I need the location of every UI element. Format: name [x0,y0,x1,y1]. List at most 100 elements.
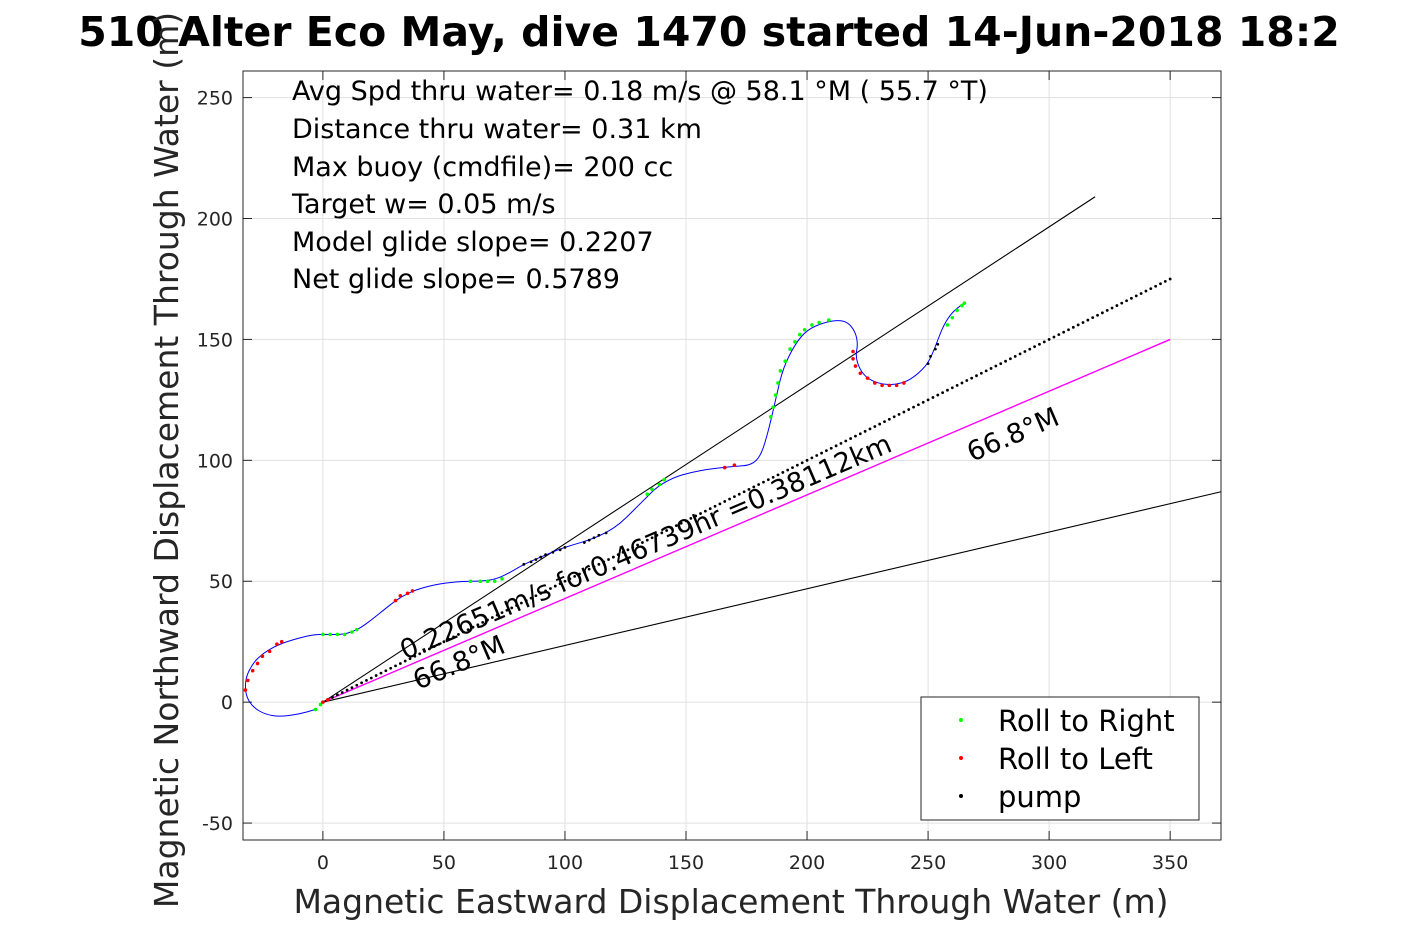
pump-point [1013,354,1017,358]
roll-right-point [342,632,347,637]
pump-point [1091,316,1095,320]
roll-left-point [894,383,899,388]
pump-point [558,582,562,586]
pump-point [950,386,954,390]
pump-point [878,422,882,426]
pump-point [379,671,383,675]
roll-right-point [788,347,792,351]
pump-point [1139,292,1143,295]
legend-label-roll-right: Roll to Right [998,704,1175,738]
pump-point [1067,328,1070,332]
pump-point [858,432,862,436]
roll-left-point [325,697,330,702]
pump-point [674,524,678,528]
pump-point [844,439,848,443]
pump-point [810,456,814,460]
y-tick-label: 100 [197,450,233,472]
pump-point [892,415,896,419]
roll-right-point [955,308,959,313]
pump-point [742,490,746,494]
roll-left-point [255,661,260,666]
pump-point [975,374,978,378]
pump-point [549,587,552,590]
pump-point [979,371,983,375]
pump-point [607,558,610,561]
roll-left-point [851,349,855,354]
roll-left-point [260,654,265,659]
pump-point [679,521,683,525]
roll-left-point [279,639,284,644]
pump-point [887,417,891,421]
pump-point [1105,309,1109,312]
pump-point [1052,335,1056,339]
pump-point [665,529,669,532]
pump-point [350,686,354,690]
legend: Roll to Right Roll to Left pump [920,696,1200,821]
pump-point [1154,284,1158,288]
pump-point [621,550,625,554]
pump-point [340,691,344,694]
pump-point [336,693,339,697]
roll-left-point [851,356,855,361]
pump-point [1071,325,1075,329]
pump-point [723,500,727,503]
roll-right-point [478,579,483,584]
pump-point [418,652,422,656]
pump-point [999,362,1003,366]
pump-point [650,536,654,540]
annotation-max-buoy: Max buoy (cmdfile)= 200 cc [292,152,673,183]
pump-point [558,548,562,552]
pump-point [718,502,722,506]
roll-left-point [873,381,877,385]
pump-point [1018,352,1022,356]
pump-point [582,570,586,573]
glide-line-lower [322,491,1222,703]
pump-point [587,567,591,571]
pump-point [413,654,417,658]
annotation-avg-speed: Avg Spd thru water= 0.18 m/s @ 58.1 °M (… [292,76,988,107]
x-tick-label: 200 [789,852,825,874]
pump-point [611,555,615,559]
roll-right-point [645,492,650,496]
roll-right-point [773,393,778,397]
roll-right-point [768,415,773,419]
speed-label: 0.22651m/s for0.46739hr =0.38112km [396,429,897,667]
pump-point [839,442,843,445]
pump-point [1038,342,1041,346]
pump-point [365,678,368,682]
roll-left-point [275,642,279,646]
pump-point [1115,304,1119,307]
reference-lines [322,196,1222,703]
y-tick-label: -50 [202,813,233,835]
pump-point [936,342,940,346]
pump-point [781,471,785,474]
pump-point [597,533,601,537]
pump-point [829,446,833,450]
annotation-block: Avg Spd thru water= 0.18 m/s @ 58.1 °M (… [291,76,988,295]
pump-point [1062,330,1066,334]
pump-point [578,572,581,576]
roll-right-point [468,579,473,584]
pump-point [486,618,489,622]
pump-point [1028,347,1032,351]
pump-point [471,625,475,629]
pump-point [917,403,920,407]
legend-box [920,696,1200,821]
pump-point [1081,321,1085,324]
pump-point [933,347,937,351]
pump-point [481,620,485,624]
roll-right-point [318,702,323,707]
pump-point [408,657,412,661]
x-axis-label: Magnetic Eastward Displacement Through W… [293,882,1168,921]
legend-marker-roll-left [959,756,963,760]
axis-ticks: 0 50 100 150 200 250 300 350 -50 0 50 100 150 200 250 [197,71,1221,874]
pump-point [529,560,533,564]
pump-point [703,509,707,513]
pump-point [563,579,567,583]
pump-point [825,449,828,453]
pump-point [602,560,606,564]
roll-right-point [354,627,359,632]
pump-point [582,541,586,544]
pump-point [694,514,698,518]
pump-point [457,633,460,636]
